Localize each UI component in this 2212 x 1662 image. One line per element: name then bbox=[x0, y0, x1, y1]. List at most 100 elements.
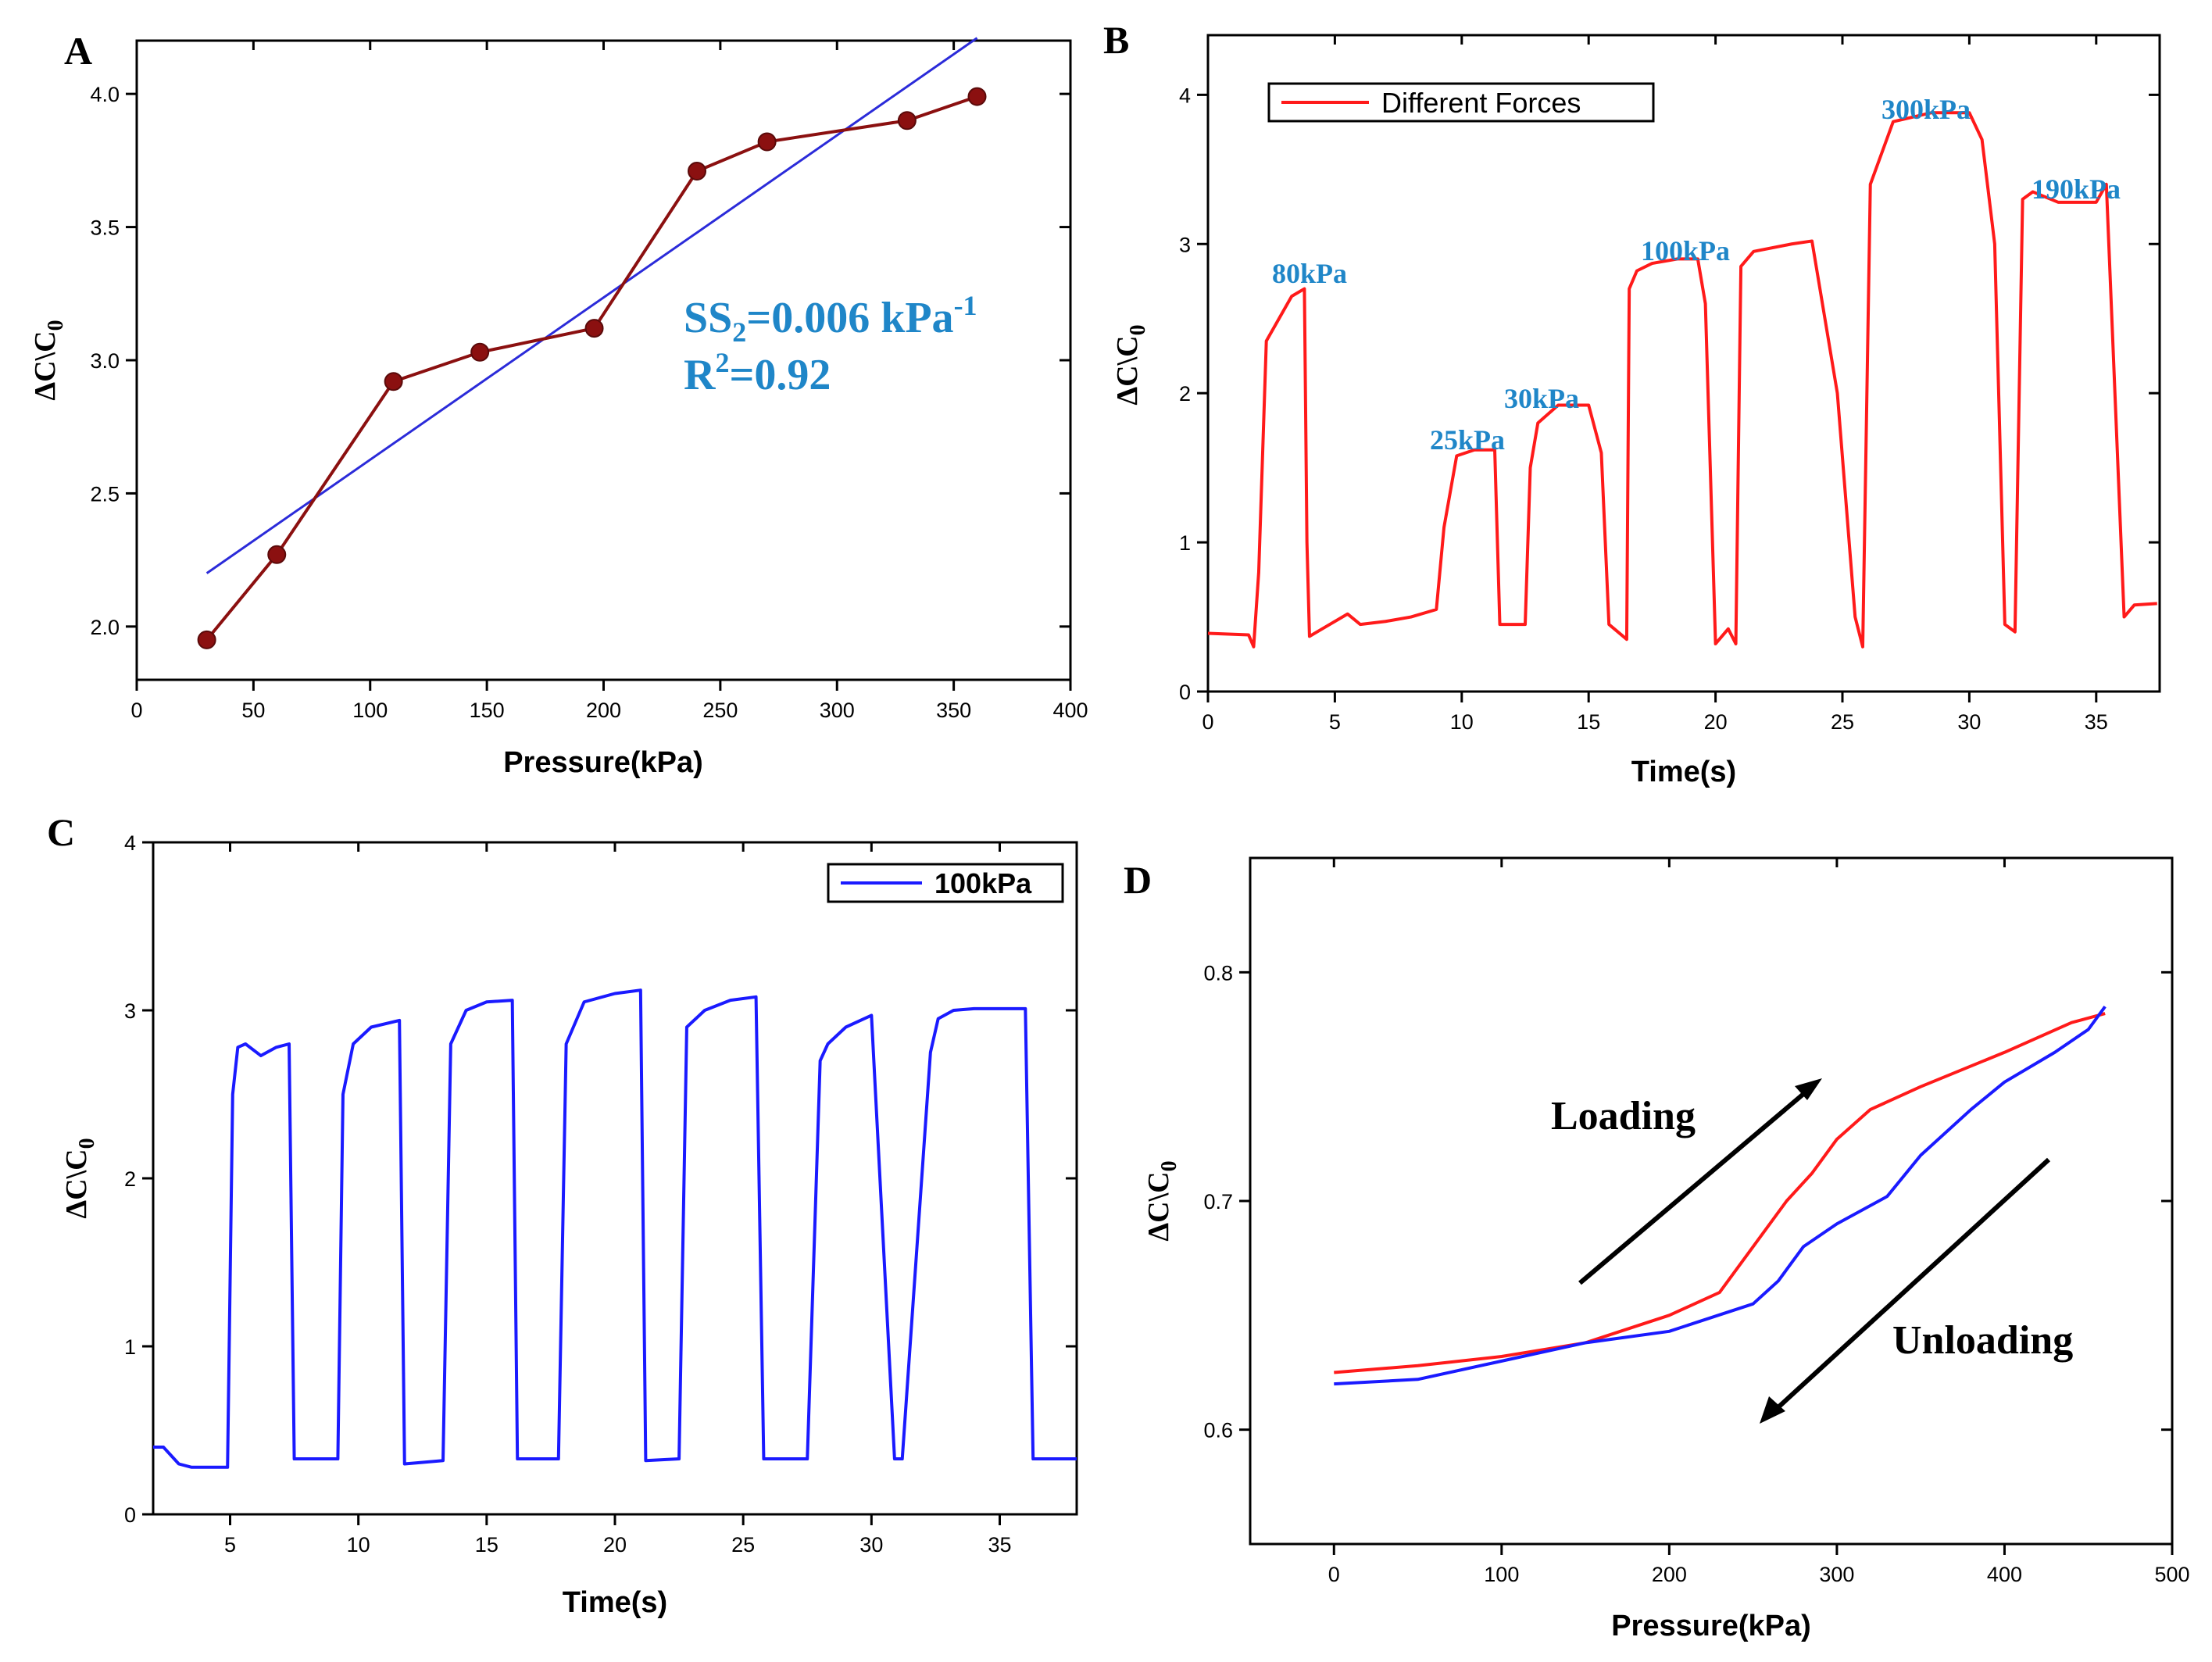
panel-b-data-series bbox=[1207, 111, 2157, 649]
panel-c-data-series bbox=[153, 988, 1077, 1469]
panel-c-legend: 100kPa bbox=[827, 863, 1064, 903]
panel-d-ytick-label: 0.7 bbox=[1203, 1190, 1233, 1213]
loading-arrowhead-icon bbox=[1795, 1078, 1822, 1100]
panel-a-ytick-label: 2.0 bbox=[90, 616, 120, 639]
panel-letter-b: B bbox=[1103, 18, 1129, 62]
panel-a-fit-line bbox=[205, 37, 978, 574]
panel-c-ytick-label: 1 bbox=[124, 1335, 136, 1359]
panel-a-xtick-label: 50 bbox=[241, 699, 265, 722]
panel-b-legend: Different Forces bbox=[1267, 82, 1655, 123]
panel-a-xtick-label: 100 bbox=[352, 699, 388, 722]
panel-c-series-100kpa bbox=[153, 988, 1077, 1469]
panel-b-ytick-label: 2 bbox=[1179, 382, 1191, 406]
panel-d-unloading-label: Unloading bbox=[1892, 1318, 2073, 1363]
panel-c-xtick-label: 5 bbox=[224, 1533, 236, 1557]
panel-c-ticks: 5 10 15 20 25 30 35 0 1 2 3 4 bbox=[124, 831, 1077, 1557]
panel-a-xtick-label: 0 bbox=[130, 699, 142, 722]
panel-a-data-point bbox=[688, 162, 706, 181]
panel-a-data-point bbox=[967, 87, 987, 106]
panel-a-ylabel: ΔC\C0 bbox=[29, 320, 68, 400]
panel-d-data-series bbox=[1334, 1006, 2107, 1386]
panel-a-xtick-label: 250 bbox=[702, 699, 738, 722]
panel-letter-a: A bbox=[64, 29, 92, 73]
panel-b-xtick-label: 25 bbox=[1831, 710, 1854, 734]
panel-a-data-point bbox=[897, 111, 917, 130]
panel-c-legend-label: 100kPa bbox=[934, 867, 1032, 899]
panel-b-ticks: 0 5 10 15 20 25 30 35 0 1 2 3 4 bbox=[1179, 35, 2160, 734]
panel-b-frame bbox=[1206, 34, 2161, 693]
panel-d-xtick-label: 300 bbox=[1819, 1563, 1854, 1586]
panel-a-ticks: 0 50 100 150 200 250 300 350 400 2.0 2.5 3.0 3.5 4.0 bbox=[90, 41, 1088, 722]
panel-b-annotation-30kpa: 30kPa bbox=[1504, 383, 1579, 414]
panel-a-ytick-label: 2.5 bbox=[90, 482, 120, 506]
panel-b-xtick-label: 15 bbox=[1577, 710, 1600, 734]
panel-c: C 5 10 15 20 25 30 35 0 1 2 3 4 100kPa Time(s) ΔC\C… bbox=[47, 810, 1078, 1619]
panel-b-annotation-25kpa: 25kPa bbox=[1430, 424, 1505, 456]
panel-d-frame bbox=[1249, 856, 2174, 1546]
panel-b-annotation-190kpa: 190kPa bbox=[2032, 173, 2121, 205]
panel-b-ytick-label: 1 bbox=[1179, 531, 1191, 555]
panel-a-data-point bbox=[267, 545, 287, 564]
panel-b-xlabel: Time(s) bbox=[1631, 756, 1736, 788]
panel-a-xtick-label: 400 bbox=[1052, 699, 1088, 722]
panel-d-xlabel: Pressure(kPa) bbox=[1611, 1610, 1811, 1642]
panel-a-data-series bbox=[197, 87, 987, 649]
panel-c-xlabel: Time(s) bbox=[563, 1586, 667, 1619]
panel-d-xtick-label: 500 bbox=[2154, 1563, 2189, 1586]
panel-b-series-different-forces bbox=[1207, 111, 2157, 649]
panel-a-sensitivity-annotation: SS2=0.006 kPa-1 bbox=[684, 290, 977, 348]
panel-a-xtick-label: 350 bbox=[936, 699, 971, 722]
panel-d: D 0 100 200 300 400 500 0.6 0.7 0.8 Loading Unlo… bbox=[1124, 856, 2190, 1642]
panel-letter-d: D bbox=[1124, 858, 1152, 902]
panel-c-xtick-label: 35 bbox=[988, 1533, 1011, 1557]
panel-d-ytick-label: 0.6 bbox=[1203, 1419, 1233, 1442]
panel-b-annotation-300kpa: 300kPa bbox=[1881, 94, 1971, 125]
panel-c-ytick-label: 3 bbox=[124, 999, 136, 1023]
panel-d-xtick-label: 0 bbox=[1328, 1563, 1340, 1586]
panel-b-ytick-label: 0 bbox=[1179, 681, 1191, 704]
panel-b-xtick-label: 35 bbox=[2085, 710, 2108, 734]
panel-a: A 0 50 100 150 200 250 300 350 400 2.0 2.5 3.0 3.5 4.… bbox=[29, 29, 1088, 779]
panel-d-loading-label: Loading bbox=[1551, 1094, 1696, 1138]
loading-arrow-icon bbox=[1578, 1084, 1814, 1285]
panel-b-xtick-label: 10 bbox=[1450, 710, 1474, 734]
panel-d-ylabel: ΔC\C0 bbox=[1142, 1160, 1181, 1241]
panel-b-ytick-label: 3 bbox=[1179, 233, 1191, 256]
panel-a-data-point bbox=[197, 630, 216, 649]
unloading-arrowhead-icon bbox=[1760, 1396, 1785, 1424]
panel-d-series-loading bbox=[1334, 1012, 2106, 1374]
panel-d-ytick-label: 0.8 bbox=[1203, 961, 1233, 985]
panel-c-xtick-label: 10 bbox=[347, 1533, 370, 1557]
panel-d-ticks: 0 100 200 300 400 500 0.6 0.7 0.8 bbox=[1203, 858, 2190, 1586]
panel-a-r2-annotation: R2=0.92 bbox=[684, 347, 831, 399]
unloading-arrow-icon bbox=[1768, 1157, 2051, 1417]
panel-a-data-point bbox=[470, 342, 490, 362]
panel-b-ytick-label: 4 bbox=[1179, 84, 1191, 107]
panel-c-ylabel: ΔC\C0 bbox=[60, 1138, 99, 1218]
panel-a-frame bbox=[135, 39, 1072, 681]
panel-a-data-point bbox=[584, 319, 604, 338]
panel-c-xtick-label: 15 bbox=[475, 1533, 499, 1557]
panel-b-xtick-label: 5 bbox=[1329, 710, 1341, 734]
panel-a-xtick-label: 300 bbox=[820, 699, 855, 722]
panel-d-xtick-label: 200 bbox=[1652, 1563, 1687, 1586]
panel-a-xlabel: Pressure(kPa) bbox=[503, 746, 703, 779]
panel-d-xtick-label: 400 bbox=[1987, 1563, 2022, 1586]
panel-a-data-point bbox=[757, 132, 777, 152]
panel-a-ytick-label: 4.0 bbox=[90, 83, 120, 106]
panel-b-annotation-80kpa: 80kPa bbox=[1272, 258, 1347, 289]
panel-b-ylabel: ΔC\C0 bbox=[1111, 324, 1150, 405]
panel-a-xtick-label: 200 bbox=[586, 699, 621, 722]
panel-a-data-line bbox=[205, 95, 978, 642]
panel-b-xtick-label: 30 bbox=[1957, 710, 1981, 734]
panel-c-ytick-label: 4 bbox=[124, 831, 136, 855]
panel-c-xtick-label: 20 bbox=[603, 1533, 627, 1557]
panel-c-ytick-label: 2 bbox=[124, 1167, 136, 1191]
panel-d-series-unloading bbox=[1334, 1006, 2107, 1386]
panel-b: B 0 5 10 15 20 25 30 35 0 1 2 3 4 Different Forces 8… bbox=[1103, 18, 2161, 788]
panel-b-xtick-label: 20 bbox=[1704, 710, 1728, 734]
panel-a-ytick-label: 3.5 bbox=[90, 216, 120, 240]
panel-a-fit-line-mark bbox=[205, 37, 978, 574]
panel-letter-c: C bbox=[47, 810, 75, 854]
